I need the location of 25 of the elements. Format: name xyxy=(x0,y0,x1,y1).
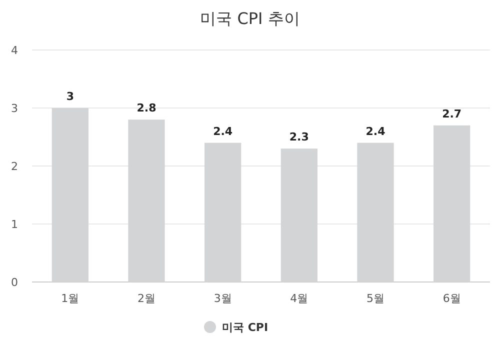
bar xyxy=(128,120,165,282)
bar xyxy=(434,125,470,282)
data-label: 2.3 xyxy=(289,130,309,144)
y-tick-label: 1 xyxy=(11,218,18,231)
x-tick-label: 6월 xyxy=(442,292,461,305)
bar xyxy=(52,108,88,282)
x-tick-label: 4월 xyxy=(290,292,308,305)
legend-label: 미국 CPI xyxy=(222,321,268,334)
y-tick-label: 0 xyxy=(11,276,18,289)
data-label: 3 xyxy=(66,90,74,103)
y-tick-label: 4 xyxy=(11,44,18,57)
y-tick-label: 2 xyxy=(11,160,18,173)
data-label: 2.8 xyxy=(136,102,156,115)
x-tick-label: 2월 xyxy=(138,292,156,305)
bar xyxy=(357,142,394,282)
bar xyxy=(204,142,242,282)
data-label: 2.4 xyxy=(213,124,233,138)
x-tick-label: 1월 xyxy=(61,292,80,305)
x-tick-label: 3월 xyxy=(214,292,232,305)
y-tick-label: 3 xyxy=(11,102,18,115)
bar xyxy=(280,148,318,282)
x-tick-label: 5월 xyxy=(366,292,384,305)
data-label: 2.7 xyxy=(442,107,462,120)
data-label: 2.4 xyxy=(366,124,386,138)
chart-title: 미국 CPI 추이 xyxy=(200,9,300,28)
